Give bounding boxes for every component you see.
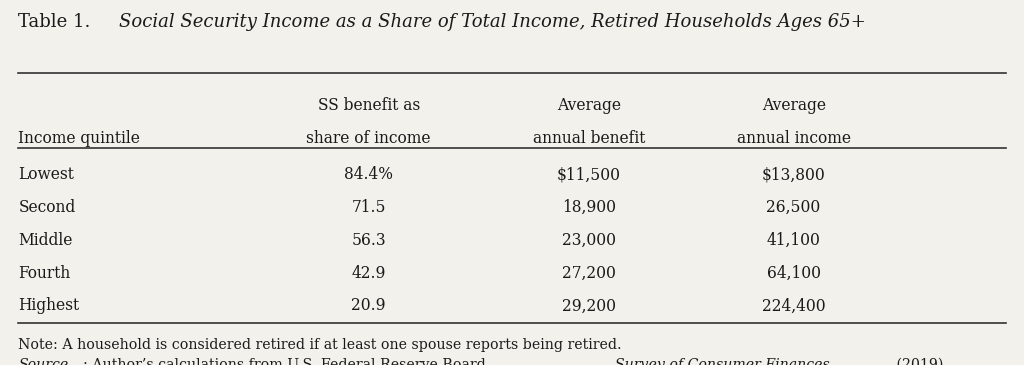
Text: (2019).: (2019). [892,358,947,365]
Text: 18,900: 18,900 [562,199,615,216]
Text: 56.3: 56.3 [351,232,386,249]
Text: $13,800: $13,800 [762,166,825,183]
Text: 64,100: 64,100 [767,265,820,282]
Text: 29,200: 29,200 [562,297,615,315]
Text: Income quintile: Income quintile [18,130,140,147]
Text: Second: Second [18,199,76,216]
Text: share of income: share of income [306,130,431,147]
Text: Social Security Income as a Share of Total Income, Retired Households Ages 65+: Social Security Income as a Share of Tot… [119,13,866,31]
Text: 42.9: 42.9 [351,265,386,282]
Text: : Author’s calculations from U.S. Federal Reserve Board,: : Author’s calculations from U.S. Federa… [83,358,495,365]
Text: Table 1.: Table 1. [18,13,96,31]
Text: 41,100: 41,100 [767,232,820,249]
Text: $11,500: $11,500 [557,166,621,183]
Text: 26,500: 26,500 [767,199,820,216]
Text: 23,000: 23,000 [562,232,615,249]
Text: annual income: annual income [736,130,851,147]
Text: Lowest: Lowest [18,166,75,183]
Text: annual benefit: annual benefit [532,130,645,147]
Text: 84.4%: 84.4% [344,166,393,183]
Text: Fourth: Fourth [18,265,71,282]
Text: 224,400: 224,400 [762,297,825,315]
Text: Middle: Middle [18,232,73,249]
Text: Average: Average [762,97,825,114]
Text: Average: Average [557,97,621,114]
Text: 71.5: 71.5 [351,199,386,216]
Text: Source: Source [18,358,69,365]
Text: 27,200: 27,200 [562,265,615,282]
Text: SS benefit as: SS benefit as [317,97,420,114]
Text: Note: A household is considered retired if at least one spouse reports being ret: Note: A household is considered retired … [18,338,622,351]
Text: 20.9: 20.9 [351,297,386,315]
Text: Survey of Consumer Finances: Survey of Consumer Finances [614,358,829,365]
Text: Highest: Highest [18,297,80,315]
